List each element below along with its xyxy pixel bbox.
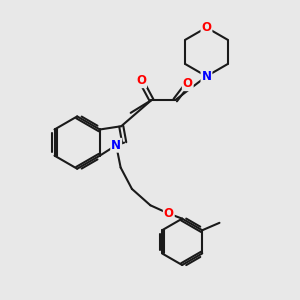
Text: N: N (202, 70, 212, 83)
Text: O: O (164, 207, 174, 220)
Text: O: O (183, 77, 193, 90)
Text: O: O (136, 74, 146, 87)
Text: O: O (202, 21, 212, 34)
Text: N: N (111, 139, 121, 152)
